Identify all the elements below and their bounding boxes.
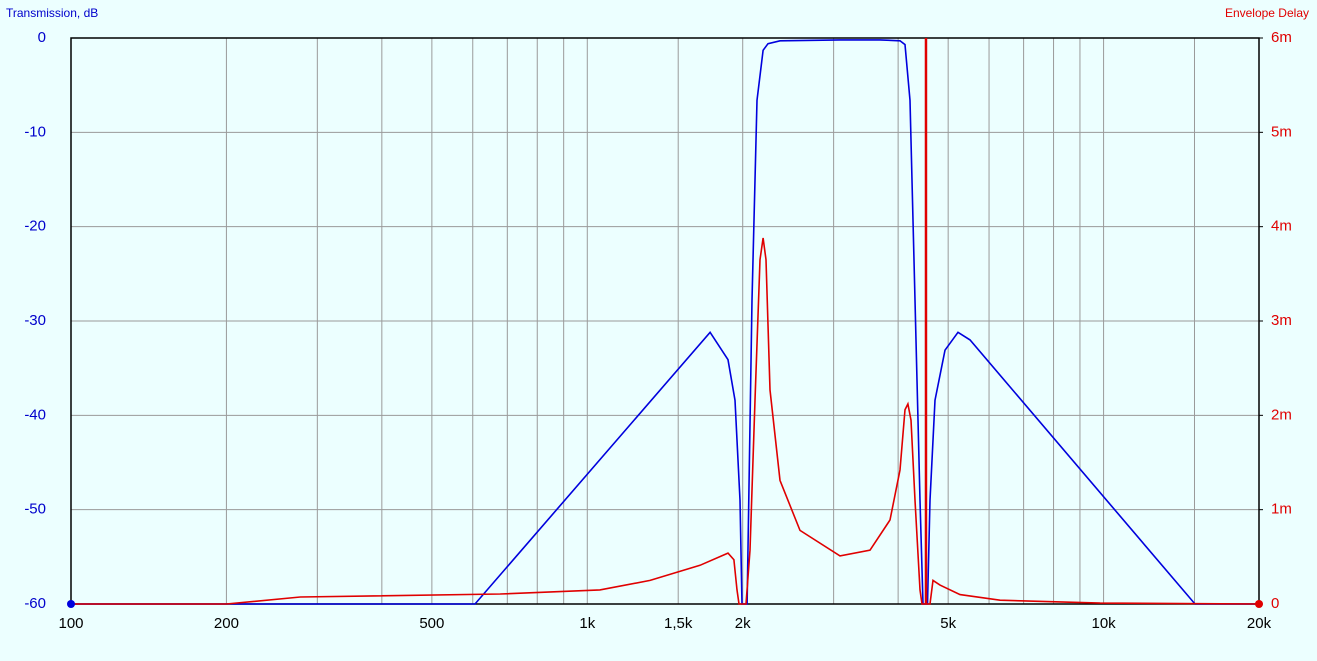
x-tick-label: 10k xyxy=(1091,615,1116,632)
y-tick-label: -40 xyxy=(24,406,46,423)
y2-tick-label: 1m xyxy=(1271,501,1292,518)
y2-tick-label: 5m xyxy=(1271,123,1292,140)
y-axis-title: Transmission, dB xyxy=(6,6,98,20)
y-tick-label: -50 xyxy=(24,501,46,518)
x-tick-label: 5k xyxy=(940,615,956,632)
x-tick-label: 1,5k xyxy=(664,615,693,632)
x-tick-label: 200 xyxy=(214,615,239,632)
endpoint-marker xyxy=(67,600,75,608)
y2-axis-title: Envelope Delay xyxy=(1225,6,1309,20)
y2-tick-label: 6m xyxy=(1271,29,1292,46)
y-tick-label: -20 xyxy=(24,218,46,235)
y-tick-label: -60 xyxy=(24,595,46,612)
y-tick-label: 0 xyxy=(38,29,46,46)
x-tick-label: 100 xyxy=(58,615,83,632)
series-line xyxy=(71,237,1260,605)
plot-border xyxy=(70,37,1260,605)
x-tick-label: 1k xyxy=(579,615,595,632)
x-tick-label: 500 xyxy=(419,615,444,632)
series-line xyxy=(71,39,1259,605)
y-tick-label: -30 xyxy=(24,312,46,329)
x-tick-label: 20k xyxy=(1247,615,1272,632)
y2-tick-label: 0 xyxy=(1271,595,1279,612)
endpoint-marker xyxy=(1255,600,1263,608)
y-tick-label: -10 xyxy=(24,123,46,140)
x-tick-label: 2k xyxy=(735,615,751,632)
y2-tick-label: 4m xyxy=(1271,218,1292,235)
y2-tick-label: 2m xyxy=(1271,406,1292,423)
y2-tick-label: 3m xyxy=(1271,312,1292,329)
